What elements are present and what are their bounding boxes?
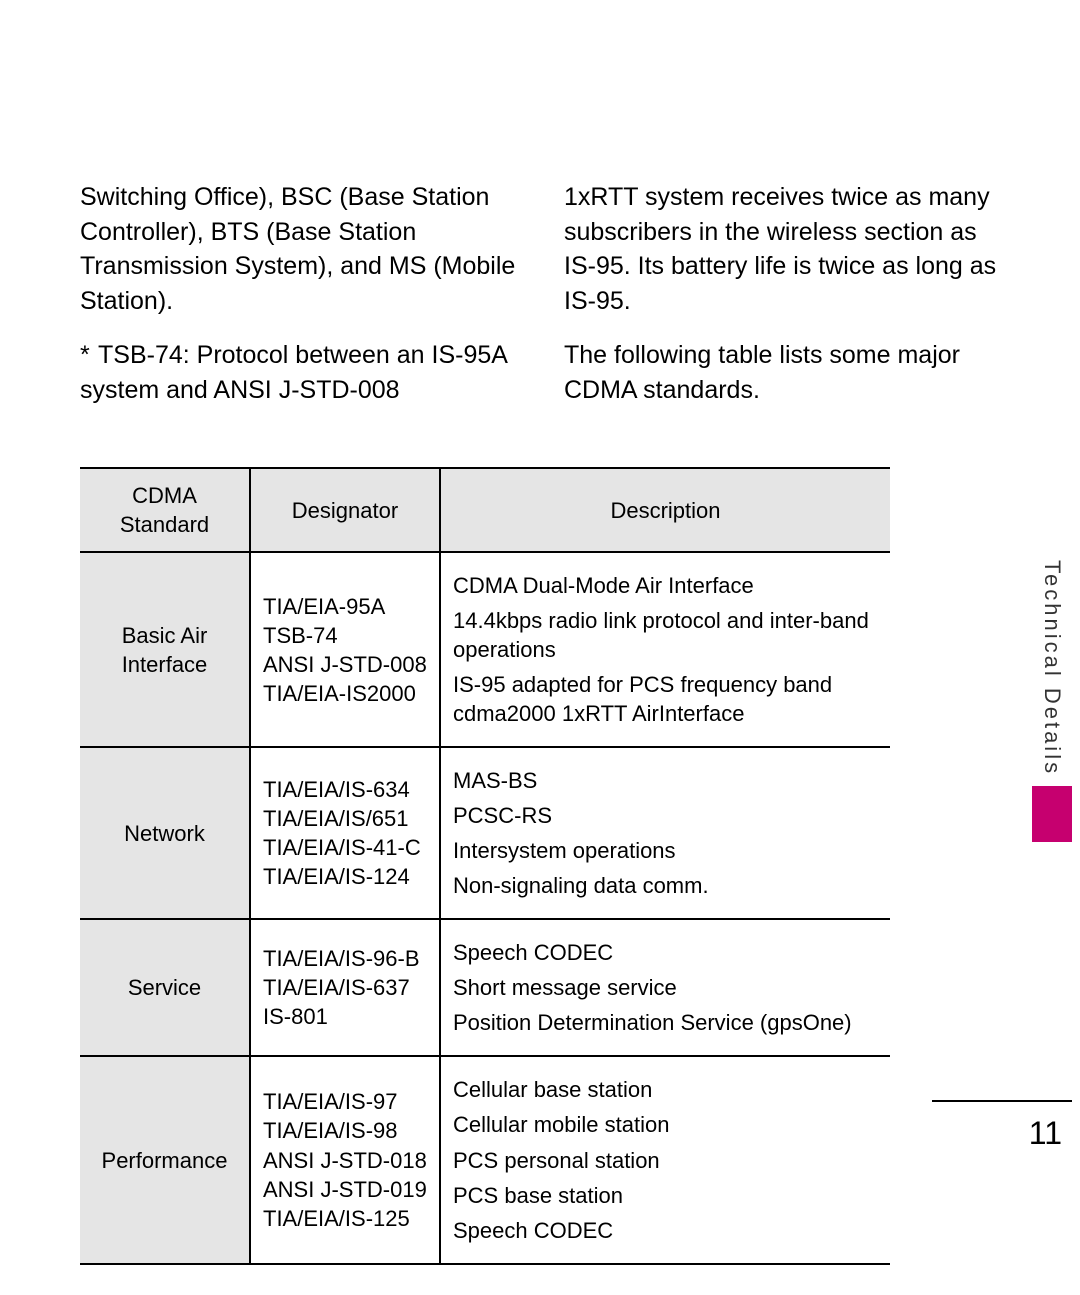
designator-line: TIA/EIA/IS-97	[263, 1087, 427, 1116]
cell-designator: TIA/EIA/IS-96-BTIA/EIA/IS-637IS-801	[250, 919, 440, 1056]
designator-line: TIA/EIA/IS-98	[263, 1116, 427, 1145]
table-row: NetworkTIA/EIA/IS-634TIA/EIA/IS/651TIA/E…	[80, 747, 890, 919]
right-column: 1xRTT system receives twice as many subs…	[564, 180, 1000, 427]
cell-standard: Service	[80, 919, 250, 1056]
page-number: 11	[1029, 1115, 1062, 1152]
description-line: Non-signaling data comm.	[453, 871, 878, 900]
cell-standard: Network	[80, 747, 250, 919]
header-description: Description	[440, 468, 890, 552]
description-line: Short message service	[453, 973, 878, 1002]
designator-line: IS-801	[263, 1002, 427, 1031]
designator-line: TIA/EIA/IS-96-B	[263, 944, 427, 973]
description-line: PCSC-RS	[453, 801, 878, 830]
cell-description: CDMA Dual-Mode Air Interface 14.4kbps rad…	[440, 552, 890, 747]
description-line: 14.4kbps radio link protocol and inter-b…	[453, 606, 878, 664]
description-line: Cellular mobile station	[453, 1110, 878, 1139]
designator-line: ANSI J-STD-008	[263, 650, 427, 679]
footnote-star: *	[80, 338, 98, 373]
cell-description: Cellular base station Cellular mobile sta…	[440, 1056, 890, 1263]
header-standard: CDMA Standard	[80, 468, 250, 552]
header-designator: Designator	[250, 468, 440, 552]
designator-line: TIA/EIA/IS-634	[263, 775, 427, 804]
description-line: Cellular base station	[453, 1075, 878, 1104]
description-line: Intersystem operations	[453, 836, 878, 865]
side-tab: Technical Details	[1032, 560, 1072, 842]
designator-line: TIA/EIA/IS/651	[263, 804, 427, 833]
table-row: PerformanceTIA/EIA/IS-97TIA/EIA/IS-98ANS…	[80, 1056, 890, 1263]
left-paragraph-1: Switching Office), BSC (Base Station Con…	[80, 180, 516, 318]
designator-line: TIA/EIA-IS2000	[263, 679, 427, 708]
right-paragraph-2: The following table lists some major CDM…	[564, 338, 1000, 407]
cell-standard: Basic AirInterface	[80, 552, 250, 747]
page-number-rule	[932, 1100, 1072, 1102]
description-line: Speech CODEC	[453, 938, 878, 967]
cell-designator: TIA/EIA/IS-634TIA/EIA/IS/651TIA/EIA/IS-4…	[250, 747, 440, 919]
description-line: IS-95 adapted for PCS frequency band cdm…	[453, 670, 878, 728]
table-body: Basic AirInterfaceTIA/EIA-95ATSB-74ANSI …	[80, 552, 890, 1264]
cell-designator: TIA/EIA-95ATSB-74ANSI J-STD-008TIA/EIA-I…	[250, 552, 440, 747]
designator-line: TIA/EIA/IS-41-C	[263, 833, 427, 862]
description-line: PCS personal station	[453, 1146, 878, 1175]
designator-line: ANSI J-STD-019	[263, 1175, 427, 1204]
cell-description: Speech CODEC Short message service Positio…	[440, 919, 890, 1056]
footnote-text: TSB-74: Protocol between an IS-95A syste…	[80, 341, 507, 404]
right-paragraph-1: 1xRTT system receives twice as many subs…	[564, 180, 1000, 318]
cell-standard: Performance	[80, 1056, 250, 1263]
cell-designator: TIA/EIA/IS-97TIA/EIA/IS-98ANSI J-STD-018…	[250, 1056, 440, 1263]
designator-line: TIA/EIA/IS-125	[263, 1204, 427, 1233]
description-line: MAS-BS	[453, 766, 878, 795]
table-row: Basic AirInterfaceTIA/EIA-95ATSB-74ANSI …	[80, 552, 890, 747]
designator-line: TIA/EIA-95A	[263, 592, 427, 621]
cell-description: MAS-BS PCSC-RS Intersystem operations Non-s…	[440, 747, 890, 919]
description-line: Position Determination Service (gpsOne)	[453, 1008, 878, 1037]
description-line: PCS base station	[453, 1181, 878, 1210]
side-tab-label: Technical Details	[1039, 560, 1065, 786]
description-line: CDMA Dual-Mode Air Interface	[453, 571, 878, 600]
table-header-row: CDMA Standard Designator Description	[80, 468, 890, 552]
side-tab-bar	[1032, 786, 1072, 842]
designator-line: TIA/EIA/IS-124	[263, 862, 427, 891]
cdma-standards-table: CDMA Standard Designator Description Bas…	[80, 467, 890, 1265]
left-column: Switching Office), BSC (Base Station Con…	[80, 180, 516, 427]
table-row: ServiceTIA/EIA/IS-96-BTIA/EIA/IS-637IS-8…	[80, 919, 890, 1056]
footnote: *TSB-74: Protocol between an IS-95A syst…	[80, 338, 516, 407]
designator-line: TSB-74	[263, 621, 427, 650]
description-line: Speech CODEC	[453, 1216, 878, 1245]
page: Switching Office), BSC (Base Station Con…	[0, 0, 1080, 1295]
text-columns: Switching Office), BSC (Base Station Con…	[80, 180, 1000, 427]
designator-line: TIA/EIA/IS-637	[263, 973, 427, 1002]
designator-line: ANSI J-STD-018	[263, 1146, 427, 1175]
